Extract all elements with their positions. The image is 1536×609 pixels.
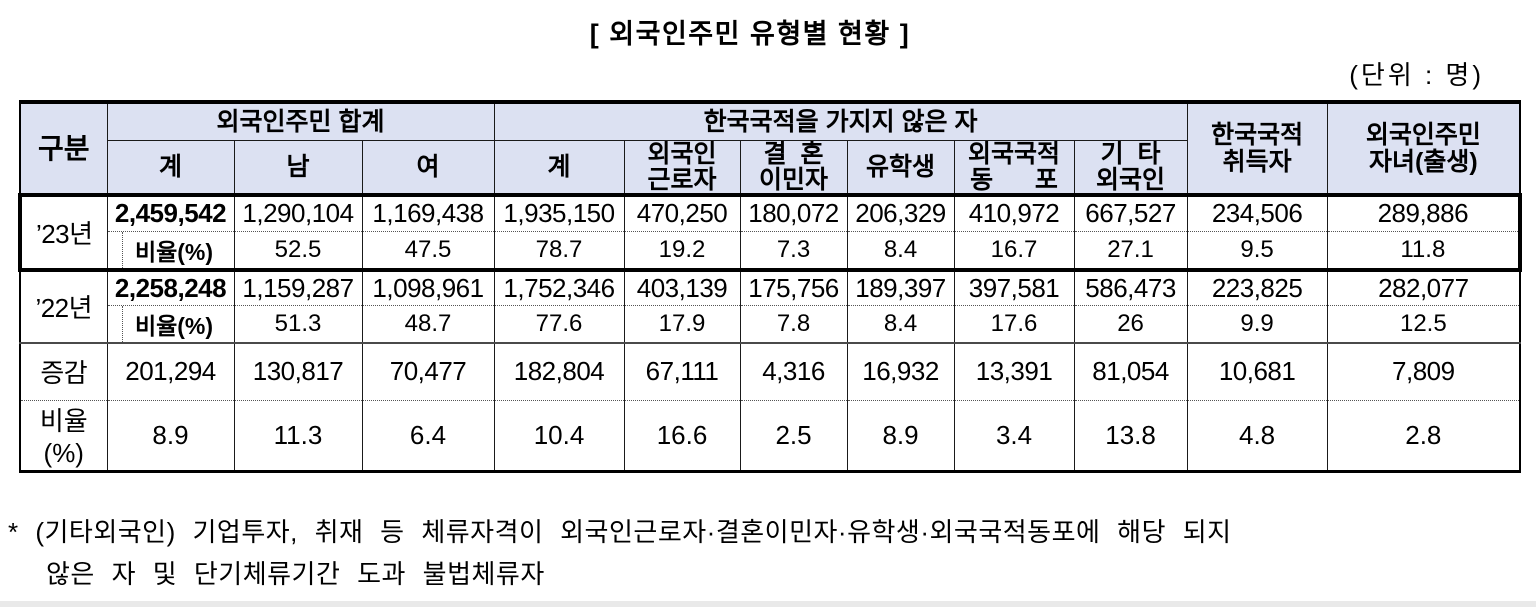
y23-ratio-cell: 27.1: [1073, 230, 1188, 270]
header-student: 유학생: [846, 139, 955, 196]
y22-value-cell: 403,139: [623, 269, 741, 306]
y23-value-cell: 206,329: [846, 195, 955, 231]
y23-value-cell: 234,506: [1186, 195, 1328, 231]
row-group-2022: ’22년 2,258,248 1,159,287 1,098,961 1,752…: [19, 269, 1521, 343]
header-other-foreigner: 기 타 외국인: [1073, 139, 1188, 196]
header-nonkorean-all: 계: [493, 139, 625, 196]
y23-value-cell: 1,169,438: [361, 195, 495, 231]
y22-ratio-cell: 48.7: [361, 305, 495, 343]
pct-value-cell: 10.4: [493, 400, 625, 471]
change-value-cell: 70,477: [361, 343, 495, 400]
header-group-non-korean: 한국국적을 가지지 않은 자: [493, 101, 1188, 141]
header-children: 외국인주민 자녀(출생): [1326, 101, 1521, 196]
row-group-pct: 비율(%) 8.9 11.3 6.4 10.4 16.6 2.5 8.9 3.4…: [19, 400, 1521, 471]
pct-value-cell: 2.8: [1326, 400, 1521, 471]
y23-ratio-cell: 8.4: [846, 230, 955, 270]
y23-ratio-cell: 11.8: [1326, 230, 1521, 270]
pct-value-cell: 16.6: [623, 400, 741, 471]
y22-value-cell: 189,397: [846, 269, 955, 306]
change-value-cell: 67,111: [623, 343, 741, 400]
y22-ratio-cell: 12.5: [1326, 305, 1521, 343]
y22-value-cell: 223,825: [1186, 269, 1328, 306]
row-label-change: 증감: [19, 343, 108, 400]
y22-ratio-cell: 9.9: [1186, 305, 1328, 343]
y23-ratio-cell: 9.5: [1186, 230, 1328, 270]
row-label-pct: 비율(%): [19, 400, 108, 471]
y23-value-cell: 2,459,542: [106, 195, 235, 231]
change-value-cell: 13,391: [953, 343, 1075, 400]
change-value-cell: 7,809: [1326, 343, 1521, 400]
y22-ratio-cell: 51.3: [233, 305, 363, 343]
y22-ratio-label-cell: 비율(%): [106, 305, 235, 343]
y22-value-cell: 586,473: [1073, 269, 1188, 306]
header-marriage-immigrant: 결 혼 이민자: [739, 139, 848, 196]
header-total-all: 계: [106, 139, 235, 196]
pct-value-cell: 8.9: [106, 400, 235, 471]
pct-value-cell: 6.4: [361, 400, 495, 471]
header-overseas-korean: 외국국적 동 포: [953, 139, 1075, 196]
y23-ratio-cell: 19.2: [623, 230, 741, 270]
y23-value-cell: 667,527: [1073, 195, 1188, 231]
y23-value-cell: 1,290,104: [233, 195, 363, 231]
cutoff-divider: [0, 601, 1536, 607]
pct-value-cell: 8.9: [846, 400, 955, 471]
y22-ratio-cell: 17.6: [953, 305, 1075, 343]
pct-value-cell: 11.3: [233, 400, 363, 471]
y23-ratio-cell: 78.7: [493, 230, 625, 270]
y22-ratio-cell: 26: [1073, 305, 1188, 343]
y23-ratio-cell: 52.5: [233, 230, 363, 270]
y22-ratio-cell: 8.4: [846, 305, 955, 343]
footnote: * (기타외국인) 기업투자, 취재 등 체류자격이 외국인근로자·결혼이민자·…: [8, 511, 1526, 595]
y22-value-cell: 1,159,287: [233, 269, 363, 306]
y23-value-cell: 180,072: [739, 195, 848, 231]
y23-ratio-cell: 16.7: [953, 230, 1075, 270]
y23-value-cell: 289,886: [1326, 195, 1521, 231]
pct-value-cell: 4.8: [1186, 400, 1328, 471]
y23-ratio-label-cell: 비율(%): [106, 230, 235, 270]
header-group-total: 외국인주민 합계: [106, 101, 495, 141]
y22-ratio-cell: 7.8: [739, 305, 848, 343]
change-value-cell: 4,316: [739, 343, 848, 400]
change-value-cell: 10,681: [1186, 343, 1328, 400]
header-female: 여: [361, 139, 495, 196]
row-label-2022: ’22년: [19, 269, 108, 343]
y22-value-cell: 1,752,346: [493, 269, 625, 306]
y22-value-cell: 397,581: [953, 269, 1075, 306]
y23-value-cell: 1,935,150: [493, 195, 625, 231]
y23-value-cell: 410,972: [953, 195, 1075, 231]
header-male: 남: [233, 139, 363, 196]
table-header: 구분 외국인주민 합계 한국국적을 가지지 않은 자 한국국적 취득자 외국인주…: [19, 101, 1521, 196]
change-value-cell: 182,804: [493, 343, 625, 400]
header-foreign-worker: 외국인 근로자: [623, 139, 741, 196]
footnote-line-2: 않은 자 및 단기체류기간 도과 불법체류자: [46, 558, 545, 589]
row-group-change: 증감 201,294 130,817 70,477 182,804 67,111…: [19, 343, 1521, 400]
change-value-cell: 81,054: [1073, 343, 1188, 400]
ratio-label: 비율(%): [121, 231, 219, 268]
change-value-cell: 16,932: [846, 343, 955, 400]
row-group-2023: ’23년 2,459,542 1,290,104 1,169,438 1,935…: [19, 195, 1521, 270]
pct-value-cell: 3.4: [953, 400, 1075, 471]
footnote-line-1: * (기타외국인) 기업투자, 취재 등 체류자격이 외국인근로자·결혼이민자·…: [8, 516, 1232, 547]
page-title: [ 외국인주민 유형별 현황 ]: [589, 19, 911, 49]
y23-value-cell: 470,250: [623, 195, 741, 231]
header-naturalized: 한국국적 취득자: [1186, 101, 1328, 196]
y22-value-cell: 2,258,248: [106, 269, 235, 306]
header-gubun: 구분: [19, 101, 108, 196]
y23-ratio-cell: 47.5: [361, 230, 495, 270]
ratio-label: 비율(%): [121, 306, 219, 342]
y22-ratio-cell: 77.6: [493, 305, 625, 343]
change-value-cell: 201,294: [106, 343, 235, 400]
foreign-residents-table: 구분 외국인주민 합계 한국국적을 가지지 않은 자 한국국적 취득자 외국인주…: [18, 100, 1523, 473]
y22-ratio-cell: 17.9: [623, 305, 741, 343]
y22-value-cell: 175,756: [739, 269, 848, 306]
y23-ratio-cell: 7.3: [739, 230, 848, 270]
pct-value-cell: 13.8: [1073, 400, 1188, 471]
row-label-2023: ’23년: [19, 195, 108, 270]
y22-value-cell: 282,077: [1326, 269, 1521, 306]
unit-note: (단위 : 명): [1349, 60, 1484, 90]
pct-value-cell: 2.5: [739, 400, 848, 471]
y22-value-cell: 1,098,961: [361, 269, 495, 306]
change-value-cell: 130,817: [233, 343, 363, 400]
